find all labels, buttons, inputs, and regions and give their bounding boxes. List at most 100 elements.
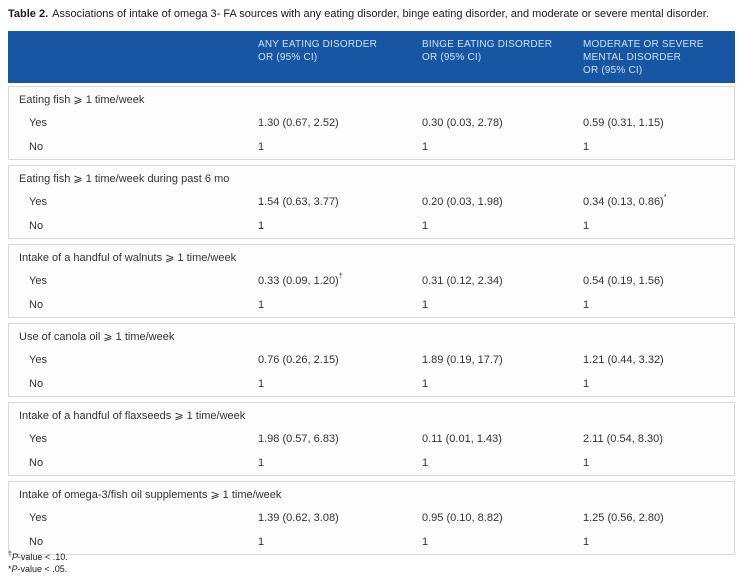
or-ci-binge: 1 [422, 220, 429, 232]
or-ci-binge: 0.31 (0.12, 2.34) [422, 275, 503, 287]
or-ci-any: 1 [258, 141, 265, 153]
footnote-text: -value < .05. [17, 564, 68, 574]
header-line: OR (95% CI) [422, 52, 482, 63]
group-eating-fish-past-6mo: Eating fish ⩾ 1 time/week during past 6 … [8, 165, 735, 239]
or-ci-any: 0.76 (0.26, 2.15) [258, 354, 339, 366]
group-walnuts: Intake of a handful of walnuts ⩾ 1 time/… [8, 244, 735, 318]
footnote-p10: †P-value < .10. [8, 551, 68, 563]
header-line: OR (95% CI) [583, 65, 643, 76]
or-ci-any: 1 [258, 378, 265, 390]
footnote-p: P [11, 552, 18, 562]
or-ci-any: 0.33 (0.09, 1.20)† [258, 272, 422, 287]
column-header-any-eating-disorder: ANY EATING DISORDER OR (95% CI) [258, 31, 422, 83]
row-label: Yes [29, 196, 47, 208]
row-label: Yes [29, 275, 47, 287]
or-ci-any: 1.54 (0.63, 3.77) [258, 196, 339, 208]
table-row-no: No 1 1 1 [9, 530, 734, 554]
row-label: No [29, 141, 44, 153]
row-label: Yes [29, 354, 47, 366]
or-ci-any: 1 [258, 457, 265, 469]
or-ci-moderate: 0.34 (0.13, 0.86)* [583, 193, 734, 208]
group-omega3-supplements: Intake of omega-3/fish oil supplements ⩾… [8, 481, 735, 555]
or-ci-moderate: 2.11 (0.54, 8.30) [583, 433, 663, 445]
or-ci-value: 0.33 (0.09, 1.20) [258, 275, 339, 287]
header-line: MODERATE OR SEVERE [583, 39, 704, 50]
or-ci-any: 1 [258, 299, 265, 311]
table-caption: Table 2. Associations of intake of omega … [8, 8, 735, 21]
group-label: Eating fish ⩾ 1 time/week [19, 93, 145, 106]
row-label: Yes [29, 117, 47, 129]
or-ci-value: 0.34 (0.13, 0.86) [583, 196, 664, 208]
row-label: No [29, 378, 44, 390]
significance-marker: * [663, 192, 667, 202]
group-eating-fish: Eating fish ⩾ 1 time/week Yes 1.30 (0.67… [8, 86, 735, 160]
table-row-yes: Yes 1.39 (0.62, 3.08) 0.95 (0.10, 8.82) … [9, 506, 734, 530]
or-ci-moderate: 1 [583, 457, 590, 469]
dagger-marker: † [8, 551, 12, 558]
header-line: BINGE EATING DISORDER [422, 39, 553, 50]
or-ci-binge: 1 [422, 457, 429, 469]
or-ci-any: 1 [258, 220, 265, 232]
table-row-no: No 1 1 1 [9, 214, 734, 238]
or-ci-binge: 1 [422, 378, 429, 390]
header-line: OR (95% CI) [258, 52, 318, 63]
or-ci-binge: 1 [422, 536, 429, 548]
group-label-row: Use of canola oil ⩾ 1 time/week [9, 324, 734, 348]
group-label: Eating fish ⩾ 1 time/week during past 6 … [19, 172, 230, 185]
group-label: Intake of a handful of flaxseeds ⩾ 1 tim… [19, 409, 246, 422]
or-ci-binge: 0.30 (0.03, 2.78) [422, 117, 503, 129]
group-label: Use of canola oil ⩾ 1 time/week [19, 330, 175, 343]
or-ci-any: 1.39 (0.62, 3.08) [258, 512, 339, 524]
table-number: Table 2. [8, 8, 49, 20]
or-ci-any: 1.30 (0.67, 2.52) [258, 117, 339, 129]
or-ci-moderate: 0.54 (0.19, 1.56) [583, 275, 664, 287]
header-line: ANY EATING DISORDER [258, 39, 378, 50]
or-ci-moderate: 0.59 (0.31, 1.15) [583, 117, 664, 129]
column-header-moderate-severe-mental-disorder: MODERATE OR SEVERE MENTAL DISORDER OR (9… [583, 31, 735, 83]
group-canola-oil: Use of canola oil ⩾ 1 time/week Yes 0.76… [8, 323, 735, 397]
or-ci-binge: 1 [422, 299, 429, 311]
footnote-p: P [11, 564, 18, 574]
asterisk-marker: * [8, 564, 12, 574]
row-label: Yes [29, 433, 47, 445]
or-ci-binge: 0.95 (0.10, 8.82) [422, 512, 503, 524]
table-row-no: No 1 1 1 [9, 293, 734, 317]
group-flaxseeds: Intake of a handful of flaxseeds ⩾ 1 tim… [8, 402, 735, 476]
group-label-row: Eating fish ⩾ 1 time/week [9, 87, 734, 111]
or-ci-any: 1.98 (0.57, 6.83) [258, 433, 339, 445]
footnote-text: -value < .10. [17, 552, 68, 562]
group-label: Intake of omega-3/fish oil supplements ⩾… [19, 488, 282, 501]
footnotes: †P-value < .10. *P-value < .05. [8, 551, 68, 575]
row-label: No [29, 220, 44, 232]
or-ci-any: 1 [258, 536, 265, 548]
or-ci-moderate: 1 [583, 536, 590, 548]
header-spacer [8, 31, 258, 83]
column-header-binge-eating-disorder: BINGE EATING DISORDER OR (95% CI) [422, 31, 583, 83]
table-row-yes: Yes 1.30 (0.67, 2.52) 0.30 (0.03, 2.78) … [9, 111, 734, 135]
group-label-row: Intake of a handful of walnuts ⩾ 1 time/… [9, 245, 734, 269]
or-ci-binge: 0.11 (0.01, 1.43) [422, 433, 502, 445]
table-caption-text: Associations of intake of omega 3- FA so… [52, 8, 709, 20]
table-header-row: ANY EATING DISORDER OR (95% CI) BINGE EA… [8, 31, 735, 83]
or-ci-moderate: 1 [583, 299, 590, 311]
table-row-yes: Yes 1.54 (0.63, 3.77) 0.20 (0.03, 1.98) … [9, 190, 734, 214]
data-table: ANY EATING DISORDER OR (95% CI) BINGE EA… [8, 31, 735, 555]
row-label: No [29, 457, 44, 469]
table-row-yes: Yes 0.33 (0.09, 1.20)† 0.31 (0.12, 2.34)… [9, 269, 734, 293]
group-label-row: Eating fish ⩾ 1 time/week during past 6 … [9, 166, 734, 190]
table-row-no: No 1 1 1 [9, 372, 734, 396]
footnote-p05: *P-value < .05. [8, 563, 68, 575]
row-label: Yes [29, 512, 47, 524]
or-ci-moderate: 1 [583, 378, 590, 390]
group-label-row: Intake of a handful of flaxseeds ⩾ 1 tim… [9, 403, 734, 427]
table-row-no: No 1 1 1 [9, 451, 734, 475]
or-ci-moderate: 1.21 (0.44, 3.32) [583, 354, 664, 366]
group-label-row: Intake of omega-3/fish oil supplements ⩾… [9, 482, 734, 506]
or-ci-binge: 0.20 (0.03, 1.98) [422, 196, 503, 208]
table-row-yes: Yes 0.76 (0.26, 2.15) 1.89 (0.19, 17.7) … [9, 348, 734, 372]
row-label: No [29, 299, 44, 311]
or-ci-binge: 1 [422, 141, 429, 153]
significance-marker: † [338, 271, 343, 281]
or-ci-moderate: 1.25 (0.56, 2.80) [583, 512, 664, 524]
table-row-no: No 1 1 1 [9, 135, 734, 159]
